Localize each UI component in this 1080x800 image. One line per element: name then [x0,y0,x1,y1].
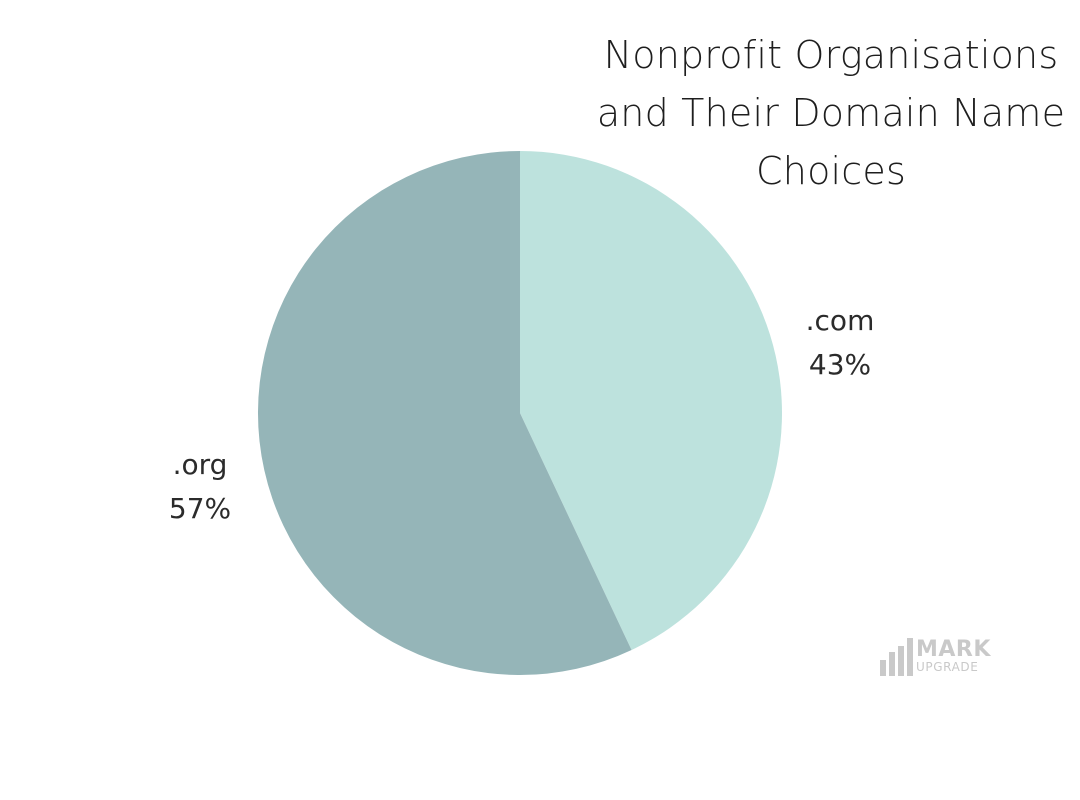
pie-slice-com [520,151,782,651]
pie-slice-org [257,151,632,675]
watermark-logo: MARK UPGRADE [880,637,1010,678]
chart-title-line-1: Nonprofit Organisations [603,33,1059,77]
chart-title-line-3: Choices [756,149,906,193]
bar-chart-icon [880,638,913,676]
watermark-text-upgrade: UPGRADE [916,660,979,674]
pie-slices [257,151,782,675]
slice-value-label-org: 57% [169,492,231,525]
slice-label-com: .com [806,304,875,337]
pie-labels: .com 43% .org 57% [169,304,874,525]
slice-value-label-com: 43% [809,348,871,381]
chart-title-line-2: and Their Domain Name [596,91,1066,135]
chart-title: Nonprofit Organisations and Their Domain… [590,26,1072,200]
watermark-text-mark: MARK [916,637,991,662]
slice-label-org: .org [173,448,228,481]
